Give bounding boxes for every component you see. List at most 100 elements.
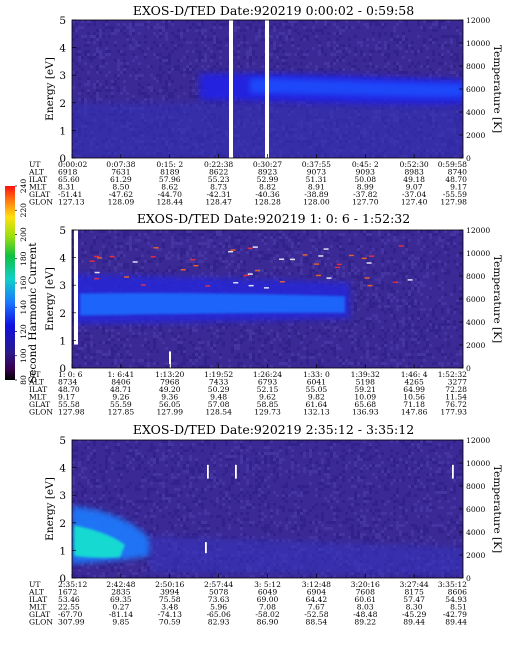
- table-cell: 59.21: [354, 385, 376, 394]
- table-cell: 7631: [111, 168, 130, 177]
- ion-band: [72, 245, 413, 324]
- table-cell: -37.04: [402, 190, 426, 199]
- chart-title: EXOS-D/TED Date:920219 0:00:02 - 0:59:58: [133, 3, 414, 18]
- table-row-label: GLAT: [29, 610, 50, 619]
- table-cell: 7968: [160, 378, 179, 387]
- y2-tick-label: 8000: [466, 272, 485, 281]
- table-cell: 7.67: [308, 603, 325, 612]
- table-cell: 56.05: [159, 400, 181, 409]
- table-cell: 1672: [58, 588, 77, 597]
- table-cell: -40.36: [255, 190, 279, 199]
- table-cell: -55.59: [443, 190, 467, 199]
- table-cell: 6918: [58, 168, 77, 177]
- table-cell: 8.82: [259, 183, 276, 192]
- table-row-label: MLT: [29, 393, 46, 402]
- table-cell: 9.82: [308, 393, 325, 402]
- table-cell: 9.62: [259, 393, 276, 402]
- table-cell: 2:57:44: [204, 580, 233, 589]
- table-cell: 5198: [356, 378, 375, 387]
- table-cell: -37.82: [353, 190, 377, 199]
- table-cell: -44.70: [158, 190, 182, 199]
- table-cell: 3.48: [161, 603, 178, 612]
- y-tick-label: 1: [59, 125, 66, 137]
- table-cell: 61.29: [110, 175, 132, 184]
- y-tick-label: 4: [59, 43, 66, 55]
- table-cell: -47.62: [109, 190, 133, 199]
- table-row-label: UT: [29, 580, 40, 589]
- table-cell: 55.23: [208, 175, 230, 184]
- y-tick-label: 4: [59, 253, 66, 265]
- table-cell: 7608: [356, 588, 375, 597]
- table-cell: 0:22:38: [204, 160, 233, 169]
- table-cell: 57.08: [208, 400, 230, 409]
- table-cell: 8.51: [450, 603, 467, 612]
- table-cell: 8.31: [58, 183, 75, 192]
- table-cell: -67.70: [58, 610, 82, 619]
- chart-title: EXOS-D/TED Date:920219 1: 0: 6 - 1:52:32: [137, 211, 410, 226]
- table-cell: 65.60: [58, 175, 80, 184]
- y-tick-label: 0: [59, 153, 66, 165]
- colorbar-tick-label: 160: [19, 276, 28, 291]
- table-cell: -42.79: [443, 610, 467, 619]
- table-cell: 8.99: [357, 183, 374, 192]
- data-gap: [74, 230, 78, 345]
- table-cell: 127.98: [58, 408, 85, 417]
- table-cell: 9093: [356, 168, 375, 177]
- table-cell: 6904: [307, 588, 326, 597]
- y-tick-label: 2: [59, 308, 66, 320]
- orbit-table: UT 2:35:12 2:42:48 2:50:16 2:57:44 3: 5:12 3:1…: [28, 580, 467, 627]
- table-cell: 71.18: [403, 400, 425, 409]
- table-cell: 9.36: [161, 393, 178, 402]
- table-cell: -45.29: [402, 610, 426, 619]
- table-cell: 8.50: [112, 183, 129, 192]
- table-cell: 128.44: [156, 198, 183, 207]
- table-cell: 55.58: [58, 400, 80, 409]
- table-cell: 54.93: [445, 595, 467, 604]
- table-cell: 8.03: [357, 603, 374, 612]
- table-cell: 136.93: [352, 408, 379, 417]
- table-cell: 128.00: [303, 198, 330, 207]
- y2-tick-label: 12000: [466, 16, 490, 25]
- colorbar-ticks: 80 100 120 140 160 180 200 220 240: [15, 179, 28, 385]
- table-cell: -38.89: [304, 190, 328, 199]
- table-cell: 8189: [160, 168, 179, 177]
- table-cell: 51.31: [306, 175, 328, 184]
- y2-tick-label: 0: [466, 154, 471, 163]
- table-cell: -51.41: [58, 190, 82, 199]
- y-tick-label: 0: [59, 363, 66, 375]
- y-tick-label: 4: [59, 463, 66, 475]
- table-cell: 3: 5:12: [254, 580, 281, 589]
- y-tick-label: 1: [59, 545, 66, 557]
- y2-tick-label: 12000: [466, 226, 490, 235]
- colorbar-tick-label: 140: [19, 300, 28, 315]
- table-cell: 49.20: [159, 385, 181, 394]
- table-cell: 10.09: [354, 393, 376, 402]
- table-cell: 2835: [111, 588, 130, 597]
- data-spike: [205, 542, 207, 554]
- table-row-label: ILAT: [29, 595, 47, 604]
- table-cell: 127.85: [108, 408, 135, 417]
- table-cell: 1: 6:41: [107, 370, 134, 379]
- y-tick-label: 0: [59, 573, 66, 585]
- panel-1: EXOS-D/TED Date:920219 0:00:02 - 0:59:58…: [28, 3, 503, 207]
- table-cell: 75.58: [159, 595, 181, 604]
- table-cell: 3:20:16: [351, 580, 380, 589]
- table-cell: 11.54: [445, 393, 467, 402]
- table-cell: 3994: [160, 588, 179, 597]
- table-cell: 1:19:52: [204, 370, 233, 379]
- y2-tick-label: 2000: [466, 341, 485, 350]
- table-row-label: GLON: [29, 198, 53, 207]
- table-row-label: GLON: [29, 618, 53, 627]
- table-cell: 128.28: [254, 198, 281, 207]
- spectrogram-1: [72, 20, 463, 158]
- y-tick-label: 5: [59, 15, 66, 27]
- table-cell: 1:26:24: [253, 370, 282, 379]
- y-axis-label: Energy [eV]: [44, 57, 56, 121]
- table-cell: -58.02: [255, 610, 279, 619]
- orbit-table: UT 0:00:02 0:07:38 0:15: 2 0:22:38 0:30:27 0:3…: [28, 160, 467, 207]
- table-cell: 1:33: 0: [303, 370, 330, 379]
- table-cell: 72.28: [445, 385, 467, 394]
- data-gap: [229, 20, 233, 158]
- table-cell: 3277: [448, 378, 467, 387]
